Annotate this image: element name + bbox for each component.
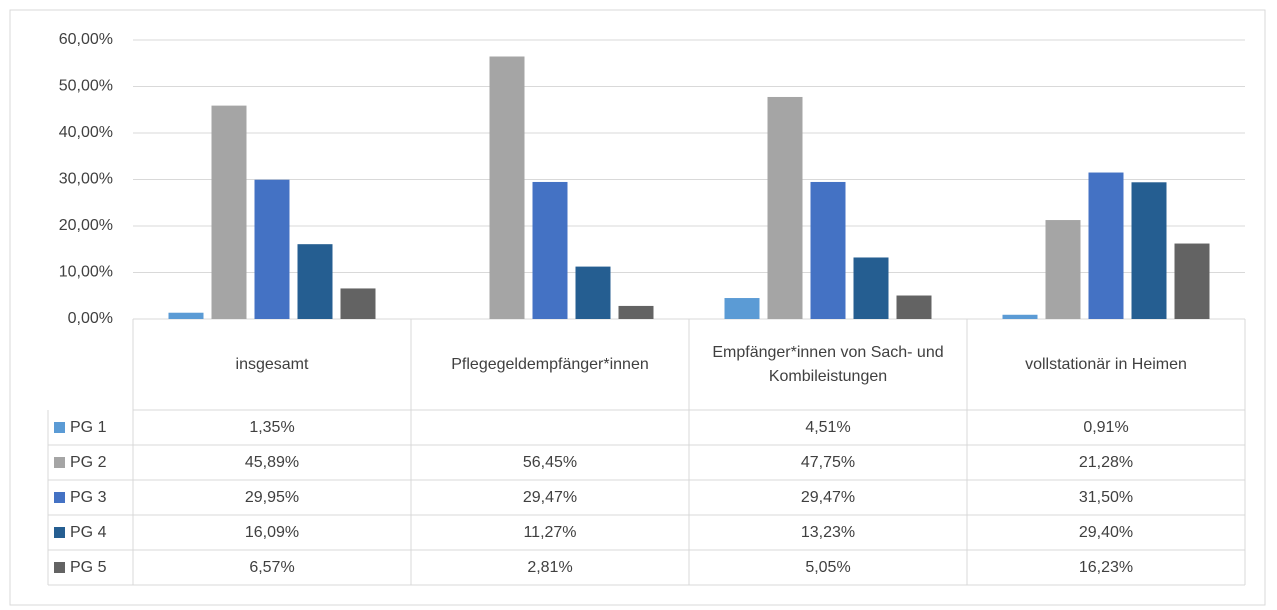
bar xyxy=(767,96,803,320)
bar xyxy=(340,288,376,319)
category-label: vollstationär in Heimen xyxy=(1025,355,1187,373)
bar xyxy=(168,312,204,319)
legend-entry: PG 1 xyxy=(48,410,133,445)
chart-border xyxy=(9,9,1266,606)
bar xyxy=(575,266,611,319)
data-label: 45,89% xyxy=(244,453,300,471)
y-tick-label: 50,00% xyxy=(59,78,113,95)
legend-label: PG 4 xyxy=(70,523,107,541)
data-label: 4,51% xyxy=(805,418,851,436)
data-label: 29,95% xyxy=(244,488,300,506)
bar xyxy=(211,105,247,319)
bar xyxy=(1131,182,1167,319)
y-tick-label: 10,00% xyxy=(59,264,113,281)
legend-label: PG 2 xyxy=(70,453,107,471)
legend-label: PG 3 xyxy=(70,488,107,506)
legend-key xyxy=(54,527,65,538)
data-label: 2,81% xyxy=(527,558,573,576)
category-label: Empfänger*innen von Sach- und Kombileist… xyxy=(712,343,944,385)
bar xyxy=(896,295,932,319)
bar xyxy=(532,181,568,319)
data-label: 16,09% xyxy=(244,523,300,541)
legend-key xyxy=(54,422,65,433)
y-tick-label: 20,00% xyxy=(59,217,113,234)
bar xyxy=(1088,172,1124,319)
legend-entry: PG 4 xyxy=(48,515,133,550)
bar xyxy=(618,305,654,319)
legend-key xyxy=(54,457,65,468)
bar xyxy=(1174,243,1210,319)
data-label: 29,47% xyxy=(522,488,578,506)
legend-key xyxy=(54,562,65,573)
bar xyxy=(489,56,525,319)
data-label: 6,57% xyxy=(249,558,295,576)
data-label: 29,40% xyxy=(1078,523,1134,541)
data-label: 1,35% xyxy=(249,418,295,436)
bar xyxy=(254,179,290,319)
category-label: insgesamt xyxy=(235,355,309,373)
legend-entry: PG 5 xyxy=(48,550,133,585)
bar xyxy=(1045,220,1081,319)
data-label: 47,75% xyxy=(800,453,856,471)
legend-entry: PG 2 xyxy=(48,445,133,480)
bar xyxy=(853,257,889,319)
y-tick-label: 30,00% xyxy=(59,171,113,188)
data-label: 11,27% xyxy=(523,523,577,541)
data-label: 5,05% xyxy=(805,558,851,576)
bar xyxy=(297,244,333,319)
bar xyxy=(810,181,846,319)
category-label: Pflegegeldempfänger*innen xyxy=(451,355,649,373)
data-label: 29,47% xyxy=(800,488,856,506)
data-label: 21,28% xyxy=(1078,453,1134,471)
data-label: 13,23% xyxy=(800,523,856,541)
legend-key xyxy=(54,492,65,503)
legend-label: PG 1 xyxy=(70,418,107,436)
data-label: 0,91% xyxy=(1083,418,1129,436)
y-tick-label: 60,00% xyxy=(59,31,113,48)
y-tick-label: 0,00% xyxy=(68,310,113,327)
legend-label: PG 5 xyxy=(70,558,107,576)
y-tick-label: 40,00% xyxy=(59,124,113,141)
data-label: 31,50% xyxy=(1078,488,1134,506)
bar xyxy=(1002,314,1038,319)
bar xyxy=(724,298,760,319)
legend-entry: PG 3 xyxy=(48,480,133,515)
data-label: 56,45% xyxy=(522,453,578,471)
data-label: 16,23% xyxy=(1078,558,1134,576)
